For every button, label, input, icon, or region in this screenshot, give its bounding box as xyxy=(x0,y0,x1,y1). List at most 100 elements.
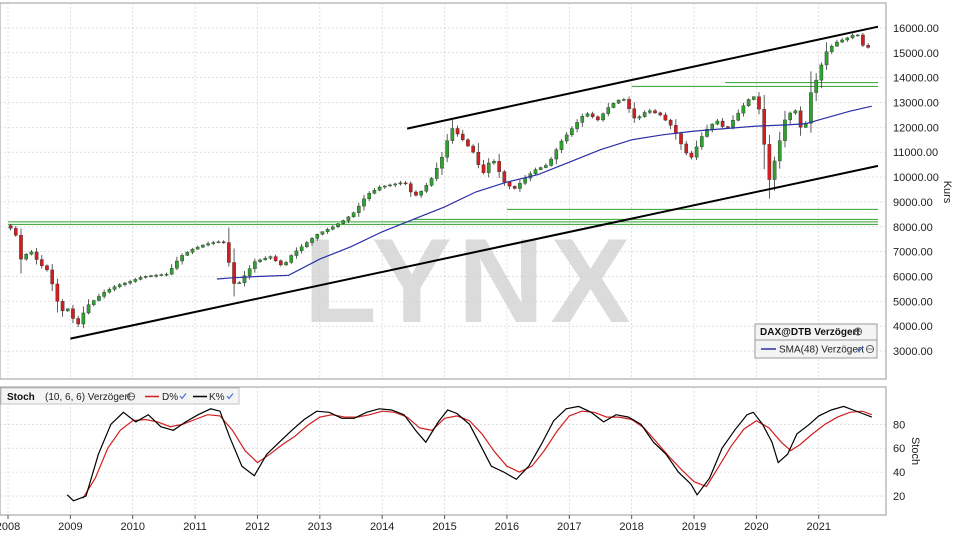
price-grid xyxy=(0,3,886,379)
candle-body-2 xyxy=(19,235,23,260)
candle-74 xyxy=(393,182,397,187)
d-checkmark-icon[interactable] xyxy=(179,393,187,400)
candle-165 xyxy=(866,43,870,49)
candle-body-123 xyxy=(648,110,652,113)
candle-body-106 xyxy=(559,140,564,150)
candle-148 xyxy=(777,131,782,169)
candle-body-88 xyxy=(466,139,470,147)
candle-body-45 xyxy=(242,275,247,283)
candle-body-56 xyxy=(299,246,304,252)
candle-body-32 xyxy=(175,260,179,269)
candle-body-105 xyxy=(554,149,559,160)
candle-body-0 xyxy=(8,225,13,229)
candle-body-142 xyxy=(746,99,751,107)
candle-157 xyxy=(824,42,829,70)
candle-body-149 xyxy=(783,119,787,141)
candle-body-132 xyxy=(694,146,699,158)
candle-body-19 xyxy=(107,289,112,293)
candle-94 xyxy=(497,153,501,178)
stoch-tick-40: 40 xyxy=(893,467,905,479)
candle-body-155 xyxy=(814,79,818,93)
candle-body-58 xyxy=(310,238,314,243)
sma-globe-icon[interactable] xyxy=(865,344,875,354)
sma-legend-label: SMA(48) Verzögert xyxy=(779,345,864,356)
candle-body-137 xyxy=(720,120,725,127)
candle-body-90 xyxy=(476,152,481,165)
price-tick-8000: 8000.00 xyxy=(893,222,933,234)
candle-body-95 xyxy=(502,171,507,183)
candle-body-71 xyxy=(377,186,382,191)
candle-body-48 xyxy=(258,259,262,262)
candle-31 xyxy=(169,264,174,276)
candle-body-101 xyxy=(533,169,538,174)
candle-body-30 xyxy=(164,273,169,276)
candle-body-76 xyxy=(403,182,408,185)
globe-icon[interactable] xyxy=(853,327,863,336)
price-tick-10000: 10000.00 xyxy=(893,172,939,184)
candle-body-85 xyxy=(450,128,455,141)
candle-body-35 xyxy=(190,248,195,253)
candle-127 xyxy=(668,118,673,130)
candle-body-43 xyxy=(232,262,236,284)
candle-43 xyxy=(232,248,236,297)
d-legend-label: D% xyxy=(162,392,178,403)
candle-body-47 xyxy=(253,261,257,269)
lynx-watermark: LYNX xyxy=(303,214,636,348)
candle-90 xyxy=(476,143,481,169)
candle-162 xyxy=(850,33,855,40)
candle-body-3 xyxy=(24,254,29,260)
x-tick-2016: 2016 xyxy=(495,521,519,533)
candle-161 xyxy=(845,36,850,42)
candle-body-34 xyxy=(185,252,190,256)
sma-checkmark-icon[interactable] xyxy=(856,346,864,353)
stoch-axis-title: Stoch xyxy=(909,437,921,465)
candle-body-50 xyxy=(268,256,273,259)
price-axis-title: Kurs xyxy=(941,181,953,204)
candle-body-128 xyxy=(674,125,678,134)
candle-body-102 xyxy=(538,167,543,170)
candle-body-87 xyxy=(460,133,465,140)
candle-86 xyxy=(455,125,460,137)
candle-92 xyxy=(486,158,491,178)
stoch-k-line xyxy=(66,405,873,502)
x-tick-2020: 2020 xyxy=(744,521,768,533)
candle-body-49 xyxy=(263,258,268,261)
candle-47 xyxy=(253,258,257,273)
candle-146 xyxy=(767,134,772,199)
candle-57 xyxy=(305,240,309,249)
candle-97 xyxy=(512,185,517,190)
candle-body-109 xyxy=(575,122,579,129)
candle-75 xyxy=(398,180,403,186)
candle-body-33 xyxy=(180,255,184,262)
stoch-globe-icon[interactable] xyxy=(126,392,136,401)
candle-129 xyxy=(679,131,683,151)
candle-32 xyxy=(175,256,179,271)
candle-36 xyxy=(195,245,200,250)
candle-body-70 xyxy=(372,189,377,194)
candle-158 xyxy=(829,44,834,55)
candle-body-144 xyxy=(757,96,761,110)
candle-101 xyxy=(533,167,538,176)
candle-body-31 xyxy=(169,268,174,275)
candle-88 xyxy=(466,138,470,148)
candle-61 xyxy=(325,227,330,234)
k-checkmark-icon[interactable] xyxy=(226,393,234,400)
candle-body-82 xyxy=(434,168,439,179)
candle-body-52 xyxy=(279,260,283,266)
candle-91 xyxy=(481,159,486,175)
candle-93 xyxy=(492,159,496,165)
candle-140 xyxy=(736,109,741,122)
candle-134 xyxy=(705,124,709,138)
candle-body-24 xyxy=(133,279,138,282)
candle-body-51 xyxy=(273,256,278,261)
candle-82 xyxy=(434,162,439,182)
candle-115 xyxy=(606,102,611,117)
candle-body-138 xyxy=(725,126,730,128)
candle-11 xyxy=(65,308,70,312)
k-legend-label: K% xyxy=(209,392,225,403)
candle-147 xyxy=(772,156,777,191)
candle-37 xyxy=(201,244,205,249)
candle-body-36 xyxy=(195,246,200,250)
